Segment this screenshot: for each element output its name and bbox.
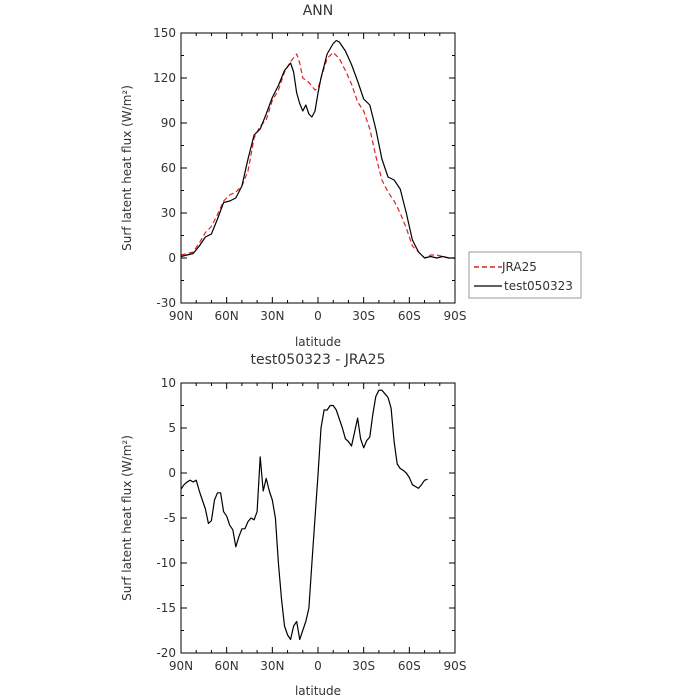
panel2-title: test050323 - JRA25 — [251, 352, 386, 368]
legend-box — [468, 251, 582, 299]
panel1-series-line-jra25 — [180, 51, 455, 259]
panel2-xlabel: latitude — [295, 684, 341, 698]
legend-label-test050323: test050323 — [504, 279, 573, 293]
panel2-ytick-label: 5 — [168, 421, 176, 435]
panel2-ytick-label: 10 — [161, 376, 176, 390]
panel2-xtick-label: 30N — [260, 659, 284, 673]
panel1-xtick-label: 90N — [169, 309, 193, 323]
panel2-ytick-label: -5 — [164, 511, 176, 525]
panel2-xtick-label: 60S — [398, 659, 421, 673]
panel1-xlabel: latitude — [295, 335, 341, 349]
panel1-ytick-label: 30 — [161, 206, 176, 220]
panel1-ytick-label: 60 — [161, 161, 176, 175]
panel2-ytick-label: 0 — [168, 466, 176, 480]
panel1-ticks: 90N 60N 30N 0 30S 60S 90S -30 0 30 60 90 120 150 — [153, 26, 466, 323]
panel1-ylabel: Surf latent heat flux (W/m²) — [120, 85, 134, 251]
panel1-frame — [180, 32, 456, 304]
panel1-xtick-label: 90S — [444, 309, 467, 323]
panel1-xtick-label: 30N — [260, 309, 284, 323]
panel1-ytick-label: 120 — [153, 71, 176, 85]
panel2-xtick-label: 90S — [444, 659, 467, 673]
panel1-ytick-label: 0 — [168, 251, 176, 265]
panel2-ylabel: Surf latent heat flux (W/m²) — [120, 435, 134, 601]
panel2-xtick-label: 0 — [314, 659, 322, 673]
panel1-xtick-label: 60N — [215, 309, 239, 323]
panel1-xtick-label: 0 — [314, 309, 322, 323]
panel1-xtick-label: 30S — [352, 309, 375, 323]
panel2-series-line-diff — [180, 389, 428, 641]
panel2-ytick-label: -20 — [156, 646, 176, 660]
panel2-xtick-label: 90N — [169, 659, 193, 673]
panel1-series — [180, 39, 455, 259]
legend: JRA25 test050323 — [468, 251, 582, 299]
panel2-xtick-label: 30S — [352, 659, 375, 673]
panel2-ytick-label: -10 — [156, 556, 176, 570]
panel1-ytick-label: 150 — [153, 26, 176, 40]
panel2-frame — [180, 382, 456, 654]
panel2-series — [180, 389, 428, 641]
panel2-ytick-label: -15 — [156, 601, 176, 615]
panel1-ytick-label: -30 — [156, 296, 176, 310]
panel1-xtick-label: 60S — [398, 309, 421, 323]
panel1-series-line-test050323 — [180, 39, 455, 259]
legend-label-jra25: JRA25 — [501, 260, 537, 274]
panel2-ticks: 90N 60N 30N 0 30S 60S 90S -20 -15 -10 -5 0 5 10 — [156, 376, 466, 673]
panel2-xtick-label: 60N — [215, 659, 239, 673]
panel1-ytick-label: 90 — [161, 116, 176, 130]
panel1-title: ANN — [303, 3, 334, 19]
